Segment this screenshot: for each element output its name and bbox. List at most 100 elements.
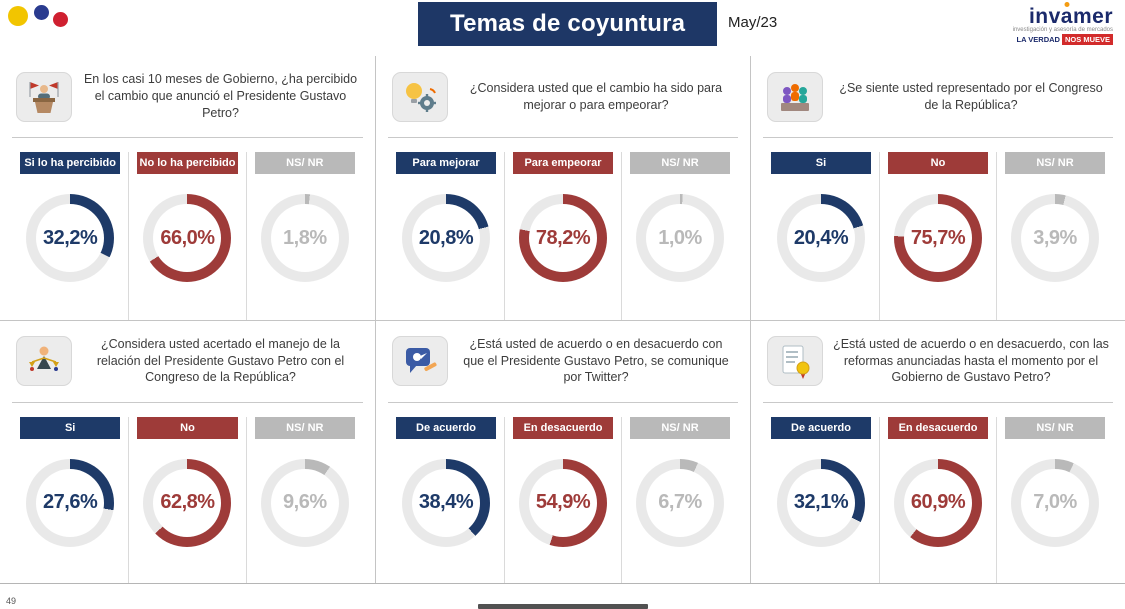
donut-ring <box>143 458 232 547</box>
donut-gauge: 20,8% <box>402 194 490 282</box>
panel-header: ¿Está usted de acuerdo o en desacuerdo, … <box>763 329 1113 403</box>
answers-row: Si lo ha percibido 32,2% No lo ha percib… <box>12 138 363 320</box>
answer-column: NS/ NR 7,0% <box>997 416 1113 584</box>
answer-chip: De acuerdo <box>396 416 496 439</box>
answers-row: De acuerdo 32,1% En desacuerdo 60,9% NS/… <box>763 403 1113 584</box>
answer-chip: NS/ NR <box>630 152 730 174</box>
checklist-ribbon-icon <box>767 336 823 386</box>
answer-chip: En desacuerdo <box>888 416 988 439</box>
donut-value: 66,0% <box>160 226 215 249</box>
panel-header: ¿Está usted de acuerdo o en desacuerdo c… <box>388 329 738 403</box>
question-text: ¿Está usted de acuerdo o en desacuerdo, … <box>833 336 1109 385</box>
answer-column: NS/ NR 1,0% <box>622 152 738 320</box>
donut-ring <box>26 458 115 547</box>
donut-value: 3,9% <box>1033 226 1077 249</box>
logo-tagline: investigación y asesoría de mercados <box>1012 27 1113 34</box>
donut-ring <box>402 194 490 282</box>
answer-chip: NS/ NR <box>254 416 355 439</box>
question-text: ¿Considera usted acertado el manejo de l… <box>96 336 345 385</box>
donut-value: 20,4% <box>793 226 849 249</box>
donut-value: 20,8% <box>418 226 474 249</box>
flag-dot-blue-icon <box>34 5 49 20</box>
donut-ring <box>1011 458 1099 547</box>
top-bar: Temas de coyuntura May/23 invamer invest… <box>0 0 1125 56</box>
donut-ring <box>1011 194 1099 282</box>
donut-value: 1,8% <box>283 226 327 249</box>
answer-chip: NS/ NR <box>1005 152 1105 174</box>
question-text: En los casi 10 meses de Gobierno, ¿ha pe… <box>83 72 358 120</box>
answer-column: Para empeorar 78,2% <box>505 152 622 320</box>
answer-column: En desacuerdo 60,9% <box>880 416 997 583</box>
twitter-chat-icon <box>392 336 448 386</box>
answer-chip: NS/ NR <box>254 152 355 174</box>
panel-header: ¿Considera usted acertado el manejo de l… <box>12 329 363 403</box>
donut-value: 78,2% <box>535 226 591 249</box>
donut-value: 1,0% <box>658 226 702 249</box>
survey-panel-change-perceived: En los casi 10 meses de Gobierno, ¿ha pe… <box>0 56 375 320</box>
flag-dot-red-icon <box>53 12 68 27</box>
donut-gauge: 32,1% <box>777 458 865 547</box>
donut-gauge: 20,4% <box>777 194 865 282</box>
answer-column: De acuerdo 32,1% <box>763 416 880 583</box>
donut-gauge: 38,4% <box>402 458 490 547</box>
donut-value: 6,7% <box>658 491 702 513</box>
donut-ring <box>143 194 232 282</box>
panel-header: ¿Considera usted que el cambio ha sido p… <box>388 64 738 138</box>
answer-chip: En desacuerdo <box>513 416 613 439</box>
answer-chip: No lo ha percibido <box>137 152 238 174</box>
podium-flags-icon <box>16 71 72 122</box>
answer-column: Para mejorar 20,8% <box>388 152 505 320</box>
panel-header: ¿Se siente usted representado por el Con… <box>763 64 1113 138</box>
survey-panel-congress-relation: ¿Considera usted acertado el manejo de l… <box>0 319 375 584</box>
answer-column: NS/ NR 9,6% <box>247 416 363 584</box>
answers-row: Para mejorar 20,8% Para empeorar 78,2% N… <box>388 138 738 320</box>
answer-column: No 62,8% <box>129 416 247 583</box>
answer-chip: Si <box>771 152 871 174</box>
question-text: ¿Se siente usted representado por el Con… <box>839 80 1103 112</box>
donut-ring <box>894 458 982 547</box>
answer-column: En desacuerdo 54,9% <box>505 416 622 583</box>
donut-gauge: 9,6% <box>260 458 349 547</box>
answer-column: Si 27,6% <box>12 416 130 583</box>
donut-value: 60,9% <box>910 491 966 513</box>
answer-column: Si 20,4% <box>763 152 880 320</box>
footer-caption-cutoff <box>477 604 648 609</box>
answer-chip: NS/ NR <box>1005 416 1105 439</box>
donut-gauge: 27,6% <box>26 458 115 547</box>
answers-row: Si 20,4% No 75,7% NS/ NR 3,9% <box>763 138 1113 320</box>
donut-gauge: 3,9% <box>1011 194 1099 282</box>
donut-ring <box>636 194 724 282</box>
donut-value: 62,8% <box>160 491 215 513</box>
answer-chip: Para empeorar <box>513 152 613 174</box>
donut-ring <box>402 458 490 547</box>
panel-header: En los casi 10 meses de Gobierno, ¿ha pe… <box>12 64 363 138</box>
answer-column: De acuerdo 38,4% <box>388 416 505 583</box>
idea-gear-icon <box>392 71 448 122</box>
person-scales-icon <box>16 336 72 386</box>
donut-gauge: 60,9% <box>894 458 982 547</box>
donut-ring <box>260 458 349 547</box>
donut-gauge: 1,0% <box>636 194 724 282</box>
page-title: Temas de coyuntura <box>418 2 718 46</box>
answer-column: No lo ha percibido 66,0% <box>129 152 247 320</box>
donut-gauge: 75,7% <box>894 194 982 282</box>
donut-ring <box>894 194 982 282</box>
donut-gauge: 6,7% <box>636 458 724 547</box>
donut-gauge: 54,9% <box>519 458 607 547</box>
logo-slogan: LA VERDAD NOS MUEVE <box>1013 33 1113 45</box>
answer-chip: No <box>888 152 988 174</box>
answer-chip: De acuerdo <box>771 416 871 439</box>
flag-dot-yellow-icon <box>8 6 28 26</box>
page-number: 49 <box>6 596 17 606</box>
answer-chip: Si lo ha percibido <box>20 152 121 174</box>
donut-value: 75,7% <box>910 226 966 249</box>
answer-column: No 75,7% <box>880 152 997 320</box>
survey-grid: En los casi 10 meses de Gobierno, ¿ha pe… <box>0 56 1125 584</box>
donut-gauge: 78,2% <box>519 194 607 282</box>
donut-gauge: 7,0% <box>1011 458 1099 547</box>
donut-value: 54,9% <box>535 491 591 513</box>
answers-row: Si 27,6% No 62,8% NS/ NR 9,6% <box>12 403 363 584</box>
answer-column: NS/ NR 3,9% <box>997 152 1113 320</box>
answer-chip: Si <box>20 416 121 439</box>
answer-chip: Para mejorar <box>396 152 496 174</box>
